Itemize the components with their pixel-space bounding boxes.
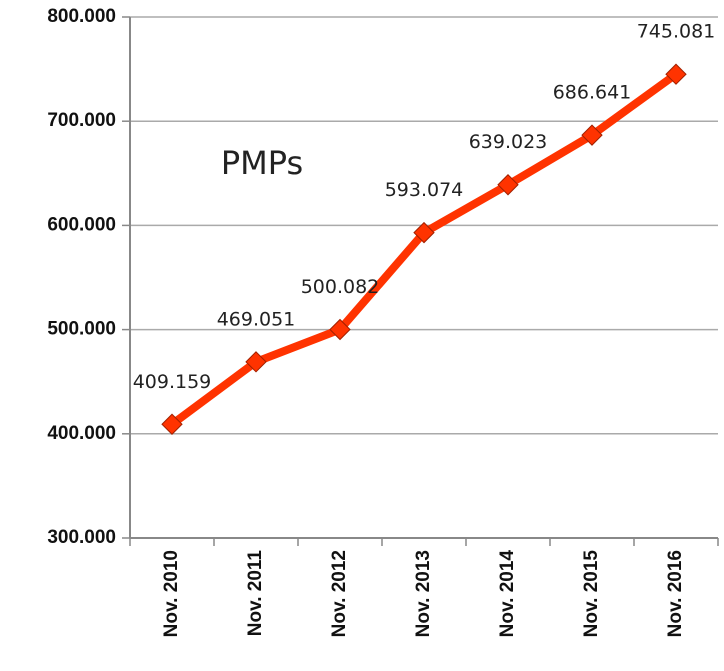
y-tick-label: 400.000	[47, 423, 116, 444]
x-tick-label: Nov. 2011	[245, 550, 266, 637]
data-point	[245, 351, 267, 373]
x-tick-label: Nov. 2015	[581, 550, 602, 638]
data-label: 593.074	[385, 179, 464, 201]
y-tick-label: 300.000	[47, 527, 116, 548]
y-tick-label: 700.000	[47, 110, 116, 131]
data-label: 469.051	[217, 308, 296, 330]
data-label: 500.082	[301, 276, 380, 298]
y-tick-label: 800.000	[47, 6, 116, 27]
data-point	[413, 221, 435, 244]
data-label: 686.641	[553, 82, 632, 104]
series-line	[169, 70, 679, 428]
x-tick-label: Nov. 2012	[329, 550, 350, 637]
data-point	[497, 174, 519, 196]
x-tick-label: Nov. 2016	[665, 550, 686, 637]
x-tick-label: Nov. 2013	[413, 550, 434, 637]
data-label: 745.081	[637, 21, 716, 43]
y-tick-label: 500.000	[47, 319, 116, 340]
data-label: 409.159	[133, 371, 212, 393]
data-label: 639.023	[469, 131, 548, 153]
data-point	[329, 318, 351, 341]
x-tick-label: Nov. 2010	[161, 550, 182, 637]
y-tick-label: 600.000	[47, 214, 116, 235]
data-point	[161, 413, 183, 435]
x-tick-label: Nov. 2014	[497, 550, 518, 638]
chart-title: PMPs	[221, 144, 303, 182]
data-point	[665, 63, 687, 85]
data-point	[581, 124, 603, 146]
